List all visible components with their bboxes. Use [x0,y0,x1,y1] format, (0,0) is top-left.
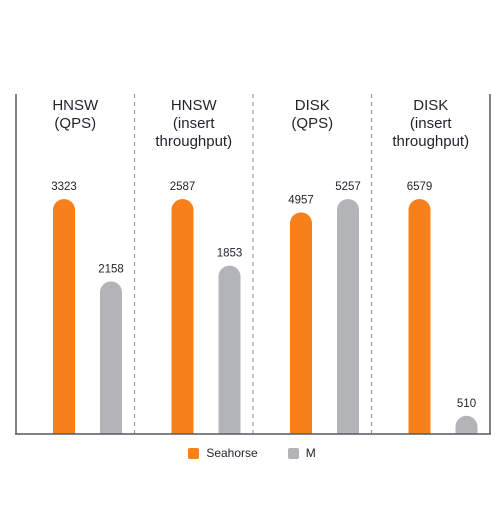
panel-title-line: (insert [410,115,453,132]
panel-title-line: HNSW [171,97,218,114]
panel-title-line: HNSW [52,97,99,114]
legend-swatch-seahorse [188,447,200,459]
data-label: 510 [457,398,476,410]
panel-title-line: (insert [173,115,216,132]
data-label: 4957 [288,194,314,206]
legend-label-seahorse: Seahorse [206,446,258,460]
data-label: 2587 [170,181,196,193]
panel-title-line: DISK [413,97,448,114]
panel-title-line: throughput) [155,133,232,150]
bar-m [455,415,478,434]
panel-title-line: (QPS) [291,115,333,132]
legend-label-m: M [305,446,316,460]
data-label: 6579 [407,181,433,193]
data-label: 5257 [335,181,361,193]
bar-seahorse [408,199,431,434]
bar-m [337,199,359,434]
bar-seahorse [171,199,194,434]
legend-item-seahorse: Seahorse [188,446,258,460]
panel-title-line: (QPS) [54,115,96,132]
data-label: 2158 [98,263,124,275]
data-label: 1853 [217,248,243,260]
panel-title-line: throughput) [392,133,469,150]
legend: Seahorse M [0,446,504,460]
panel-title-line: DISK [295,97,330,114]
legend-item-m: M [287,446,316,460]
data-label: 3323 [51,181,77,193]
legend-swatch-m [287,447,299,459]
bar-m [100,281,122,434]
bar-seahorse [53,199,75,434]
bar-seahorse [290,212,312,434]
bar-m [218,265,241,434]
